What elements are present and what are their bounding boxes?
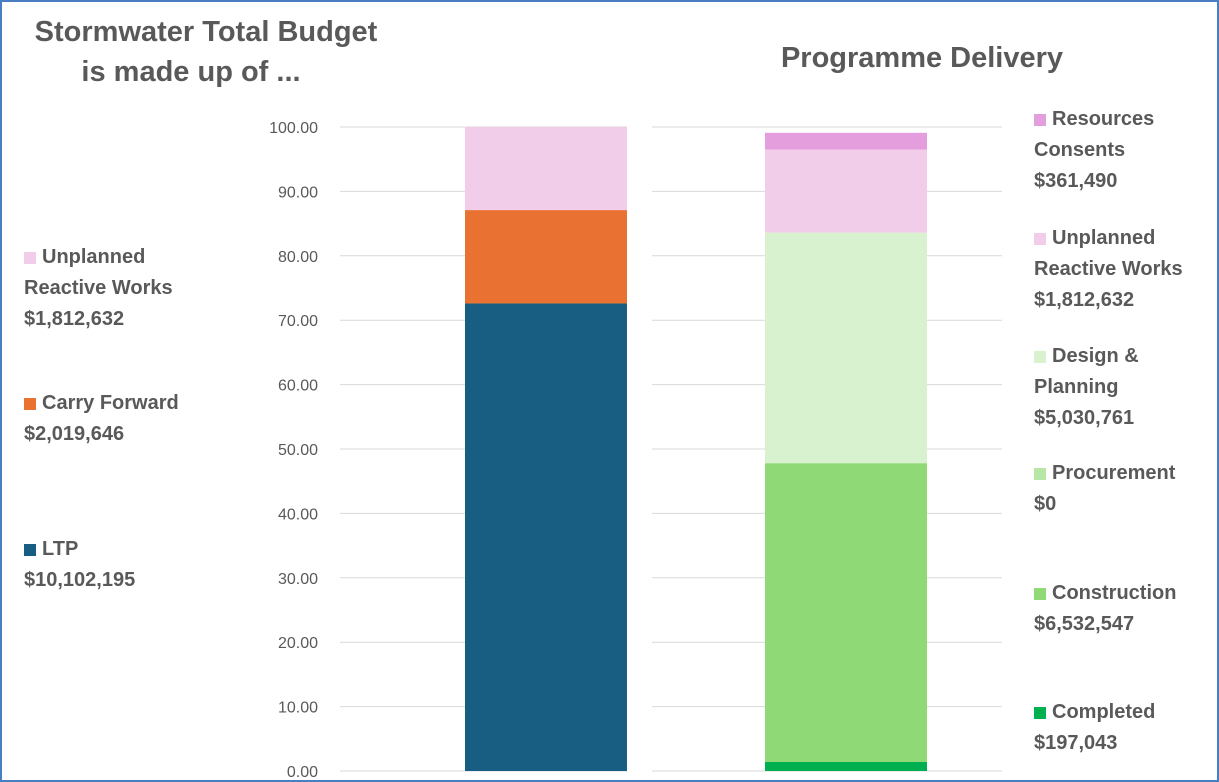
bar-segment-unplanned-reactive-works-0 (465, 127, 627, 211)
legend-label-line1: Resources (1052, 108, 1155, 130)
right-legend-item: Procurement $0 (1034, 458, 1175, 520)
y-tick-label: 80.00 (278, 249, 318, 266)
legend-value: $1,812,632 (1034, 289, 1135, 311)
left-chart-title: Stormwater Total Budget is made up of ..… (16, 12, 396, 92)
legend-value: $0 (1034, 493, 1057, 515)
legend-swatch (1034, 351, 1046, 363)
legend-value: $2,019,646 (24, 423, 125, 445)
legend-label-line1: Design & (1052, 345, 1139, 367)
y-tick-label: 60.00 (278, 378, 318, 395)
bar-segment-completed-1 (765, 761, 927, 771)
legend-label-line1: Procurement (1052, 462, 1176, 484)
legend-swatch (1034, 114, 1046, 126)
left-title-line1: Stormwater Total Budget (34, 16, 378, 48)
right-chart-title: Programme Delivery (780, 42, 1064, 74)
legend-swatch (24, 544, 36, 556)
left-legend-item: Carry Forward $2,019,646 (24, 388, 179, 450)
right-legend-item: Resources Consents $361,490 (1034, 104, 1154, 197)
legend-label-line1: Unplanned (1052, 227, 1156, 249)
legend-value: $6,532,547 (1034, 613, 1135, 635)
y-tick-label: 20.00 (278, 635, 318, 652)
legend-swatch (1034, 707, 1046, 719)
legend-swatch (24, 398, 36, 410)
y-tick-label: 70.00 (278, 313, 318, 330)
legend-label-line2: Reactive Works (1034, 258, 1183, 280)
legend-label-line1: LTP (42, 538, 79, 560)
legend-swatch (1034, 468, 1046, 480)
legend-label-line1: Construction (1052, 582, 1177, 604)
y-tick-label: 10.00 (278, 700, 318, 717)
left-legend-item: Unplanned Reactive Works $1,812,632 (24, 242, 173, 335)
legend-label-line1: Completed (1052, 701, 1156, 723)
right-legend-item: Design & Planning $5,030,761 (1034, 341, 1139, 434)
y-tick-label: 0.00 (287, 764, 318, 780)
bar-segment-resources-consents-1 (765, 132, 927, 150)
legend-label-line2: Consents (1034, 139, 1126, 161)
legend-label-line1: Unplanned (42, 246, 146, 268)
bar-segment-construction-1 (765, 463, 927, 762)
legend-swatch (24, 252, 36, 264)
bar-segment-unplanned-reactive-works-1 (765, 149, 927, 233)
bar-segment-design-planning-1 (765, 232, 927, 464)
y-tick-label: 90.00 (278, 184, 318, 201)
legend-label-line1: Carry Forward (42, 392, 179, 414)
legend-value: $5,030,761 (1034, 407, 1135, 429)
legend-label-line2: Reactive Works (24, 277, 173, 299)
bar-segment-carry-forward-0 (465, 210, 627, 304)
legend-label-line2: Planning (1034, 376, 1119, 398)
bar-segment-ltp-0 (465, 303, 627, 771)
y-tick-label: 40.00 (278, 506, 318, 523)
right-legend-item: Construction $6,532,547 (1034, 578, 1176, 640)
y-tick-label: 50.00 (278, 442, 318, 459)
left-legend-item: LTP $10,102,195 (24, 534, 135, 596)
legend-value: $197,043 (1034, 732, 1118, 754)
right-legend-item: Unplanned Reactive Works $1,812,632 (1034, 223, 1183, 316)
right-legend-item: Completed $197,043 (1034, 697, 1155, 759)
legend-value: $10,102,195 (24, 569, 136, 591)
legend-swatch (1034, 233, 1046, 245)
left-title-line2: is made up of ... (81, 56, 301, 88)
legend-value: $1,812,632 (24, 308, 125, 330)
legend-value: $361,490 (1034, 170, 1118, 192)
y-tick-label: 30.00 (278, 571, 318, 588)
legend-swatch (1034, 588, 1046, 600)
y-tick-label: 100.00 (269, 120, 318, 137)
